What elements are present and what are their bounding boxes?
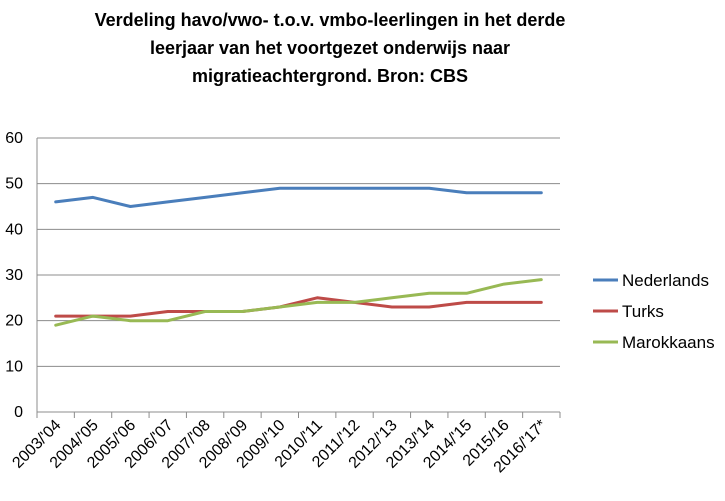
series-lines (54, 186, 543, 327)
x-axis-ticks: 2003/'042004/'052005/'062006/'072007/'08… (9, 417, 550, 477)
legend-label-marokkaans: Marokkaans (622, 333, 715, 352)
legend-label-turks: Turks (622, 302, 664, 321)
y-tick-label: 30 (5, 267, 23, 284)
series-line-marokkaans (54, 278, 543, 327)
y-tick-label: 60 (5, 130, 23, 147)
y-tick-label: 20 (5, 313, 23, 330)
chart-title-line-2: leerjaar van het voortgezet onderwijs na… (149, 38, 511, 58)
gridlines (37, 137, 560, 367)
legend: Nederlands Turks Marokkaans (593, 271, 715, 352)
y-tick-label: 50 (5, 176, 23, 193)
legend-label-nederlands: Nederlands (622, 271, 709, 290)
y-tick-label: 40 (5, 221, 23, 238)
series-line-turks (54, 296, 543, 318)
axes (36, 138, 561, 418)
y-tick-label: 10 (5, 358, 23, 375)
chart-title-line-1: Verdeling havo/vwo- t.o.v. vmbo-leerling… (94, 10, 566, 30)
chart-title: Verdeling havo/vwo- t.o.v. vmbo-leerling… (60, 6, 600, 90)
y-axis-ticks: 0 10 20 30 40 50 60 (5, 130, 23, 421)
chart-title-line-3: migratieachtergrond. Bron: CBS (191, 66, 469, 86)
series-line-nederlands (54, 186, 543, 208)
y-tick-label: 0 (14, 404, 23, 421)
